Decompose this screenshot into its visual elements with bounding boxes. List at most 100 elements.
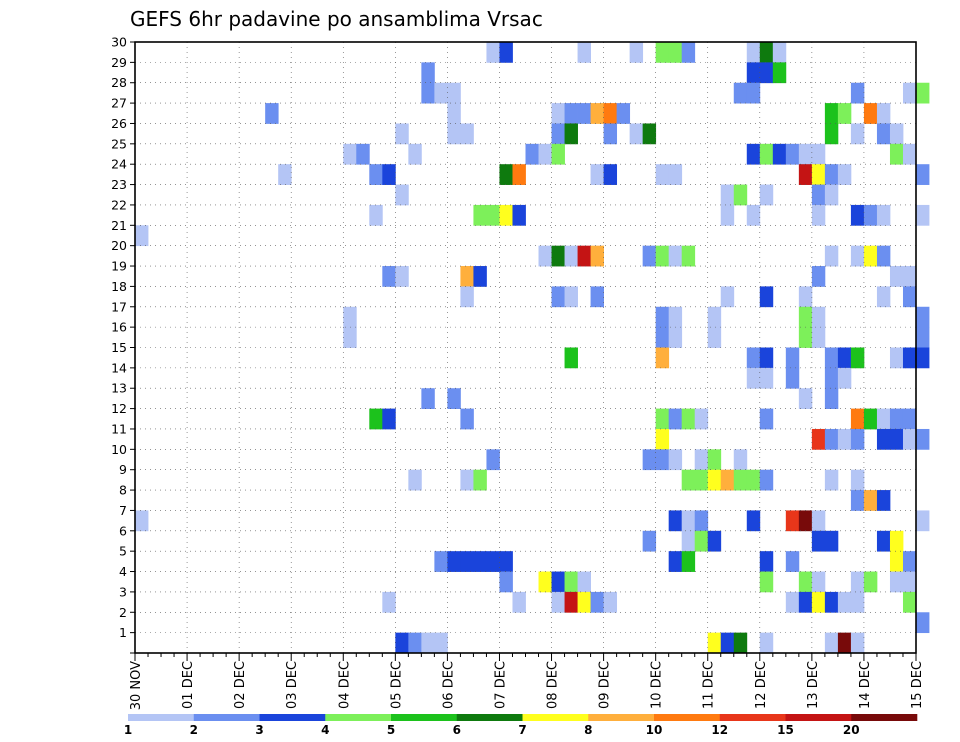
precip-cell — [473, 266, 487, 287]
y-tick-label: 8 — [119, 483, 127, 498]
y-tick-label: 27 — [111, 96, 127, 111]
precip-cell — [902, 571, 917, 593]
precip-cell — [850, 571, 865, 593]
precip-cell — [499, 571, 513, 593]
precip-cell — [876, 530, 891, 552]
precip-cell — [824, 388, 839, 409]
precip-cell — [460, 551, 474, 572]
precip-cell — [655, 164, 670, 185]
precip-cell — [916, 306, 930, 328]
x-tick-label: 11 DEC — [702, 661, 717, 709]
y-tick-label: 2 — [119, 605, 127, 620]
precip-cell — [798, 306, 813, 328]
precip-cell — [499, 42, 513, 63]
precip-cell — [759, 42, 774, 63]
precip-cell — [850, 82, 865, 104]
precip-cell — [447, 82, 461, 104]
precip-cell — [811, 591, 826, 613]
precip-cell — [850, 591, 865, 613]
precip-cell — [642, 530, 657, 552]
x-tick-label: 04 DEC — [337, 661, 352, 709]
x-tick-label: 09 DEC — [598, 661, 613, 709]
precip-cell — [707, 632, 722, 654]
precip-cell — [759, 551, 774, 572]
precip-cell — [863, 103, 878, 124]
y-tick-label: 1 — [119, 625, 127, 640]
precip-cell — [655, 42, 670, 63]
precip-cell — [902, 266, 917, 287]
legend-swatch — [259, 714, 326, 721]
y-axis-labels: 1234567891011121314151617181920212223242… — [111, 35, 127, 641]
precip-cell — [824, 245, 839, 267]
precip-cell — [616, 103, 631, 124]
precip-cell — [876, 490, 891, 511]
precip-cell — [668, 42, 683, 63]
precip-cell — [655, 245, 670, 267]
precip-cell — [551, 591, 565, 613]
precip-cell — [551, 143, 565, 165]
precip-cell — [564, 245, 578, 267]
x-tick-label: 30 NOV — [129, 661, 144, 710]
precip-cell — [356, 143, 370, 165]
precip-cell — [889, 408, 904, 430]
y-tick-label: 17 — [111, 299, 127, 314]
legend-swatch — [588, 714, 655, 721]
legend-swatch — [654, 714, 721, 721]
x-tick-label: 03 DEC — [285, 661, 300, 709]
precip-cell — [681, 42, 696, 63]
precip-cell — [707, 469, 722, 491]
precip-cell — [655, 449, 670, 471]
x-tick-label: 06 DEC — [441, 661, 456, 709]
precip-cell — [499, 164, 513, 185]
precip-cell — [577, 571, 591, 593]
y-tick-label: 4 — [119, 564, 127, 579]
precip-cell — [720, 632, 735, 654]
y-tick-label: 18 — [111, 279, 127, 294]
x-tick-label: 05 DEC — [389, 661, 404, 709]
precip-cell — [850, 204, 865, 226]
precip-cell — [551, 286, 565, 308]
x-tick-label: 15 DEC — [910, 661, 925, 709]
precip-cell — [837, 367, 852, 389]
precip-cell — [382, 591, 396, 613]
precip-cell — [863, 408, 878, 430]
precip-cell — [876, 428, 891, 450]
precip-cell — [265, 103, 279, 124]
precip-cell — [916, 164, 930, 185]
precip-cell — [733, 449, 748, 471]
precip-cell — [447, 103, 461, 124]
precip-cell — [837, 164, 852, 185]
precip-cell — [824, 530, 839, 552]
y-tick-label: 24 — [111, 157, 127, 172]
precip-cell — [889, 123, 904, 145]
precip-cell — [720, 286, 735, 308]
precip-cell — [889, 571, 904, 593]
precip-cell — [408, 143, 422, 165]
precip-cell — [382, 164, 396, 185]
precip-cell — [837, 103, 852, 124]
precip-cell — [824, 469, 839, 491]
precip-cell — [733, 469, 748, 491]
precip-cell — [694, 408, 709, 430]
precip-cell — [707, 327, 722, 348]
y-tick-label: 28 — [111, 75, 127, 90]
precip-cell — [135, 510, 149, 532]
precip-cell — [460, 266, 474, 287]
precip-cell — [746, 367, 761, 389]
precip-cell — [772, 62, 787, 84]
precip-cell — [785, 367, 800, 389]
precip-cell — [746, 62, 761, 84]
precip-cell — [460, 286, 474, 308]
precip-cell — [863, 490, 878, 511]
precip-cell — [642, 245, 657, 267]
precip-cell — [798, 143, 813, 165]
x-tick-label: 13 DEC — [806, 661, 821, 709]
y-tick-label: 7 — [119, 503, 127, 518]
precip-cell — [681, 530, 696, 552]
precip-cell — [824, 367, 839, 389]
y-tick-label: 16 — [111, 320, 127, 335]
precip-cell — [408, 632, 422, 654]
precip-cell — [577, 245, 591, 267]
precip-cell — [837, 591, 852, 613]
legend-swatch — [325, 714, 392, 721]
